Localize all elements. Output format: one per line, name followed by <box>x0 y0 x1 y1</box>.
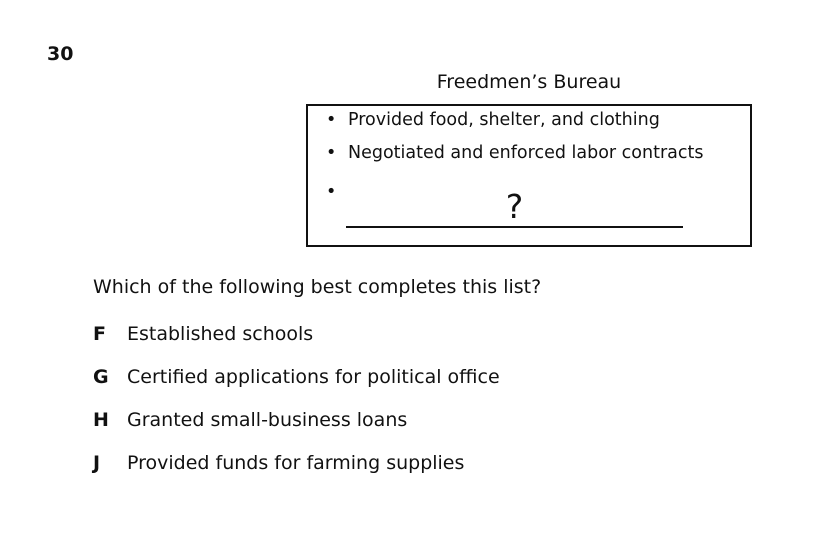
bullet-icon: • <box>326 143 337 163</box>
info-box: • Provided food, shelter, and clothing •… <box>306 104 752 247</box>
question-mark: ? <box>505 187 524 226</box>
option-letter: J <box>93 452 101 474</box>
list-item-text: Negotiated and enforced labor contracts <box>348 143 704 163</box>
box-title: Freedmen’s Bureau <box>436 71 622 93</box>
option-letter: H <box>93 409 109 431</box>
question-number: 30 <box>47 43 74 65</box>
bullet-icon: • <box>326 110 337 130</box>
question-text: Which of the following best completes th… <box>93 276 542 298</box>
bullet-icon: • <box>326 182 337 202</box>
option-text: Certified applications for political off… <box>127 366 500 388</box>
list-item-text: Provided food, shelter, and clothing <box>348 110 660 130</box>
blank-line <box>346 226 683 228</box>
option-text: Provided funds for farming supplies <box>127 452 465 474</box>
option-text: Established schools <box>127 323 314 345</box>
option-letter: G <box>93 366 109 388</box>
option-letter: F <box>93 323 106 345</box>
option-text: Granted small-business loans <box>127 409 408 431</box>
